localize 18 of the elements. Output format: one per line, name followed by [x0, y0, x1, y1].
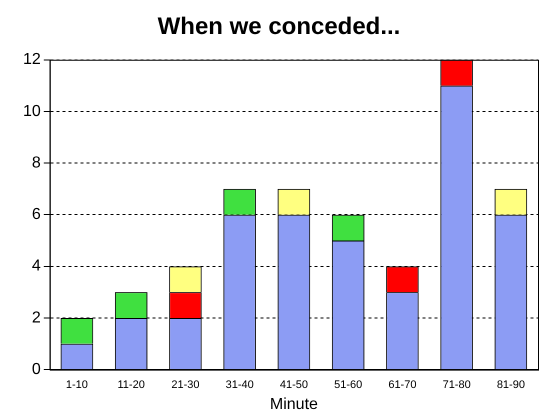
y-tick-label: 12: [23, 51, 41, 68]
x-tick-label: 41-50: [280, 379, 308, 392]
chart-title: When we conceded...: [158, 13, 400, 40]
x-tick-label: 1-10: [66, 379, 88, 392]
y-tick-label: 4: [32, 258, 41, 275]
x-tick-label: 61-70: [388, 379, 416, 392]
x-tick-label: 71-80: [442, 379, 471, 392]
x-tick-label: 21-30: [171, 379, 200, 392]
x-tick-label: 51-60: [334, 379, 362, 392]
y-tick-label: 10: [23, 102, 41, 120]
x-axis-title: Minute: [270, 396, 318, 413]
y-tick-label: 0: [32, 361, 41, 378]
x-tick-label: 81-90: [496, 379, 525, 392]
x-tick-label: 11-20: [118, 379, 145, 392]
y-tick-label: 8: [32, 154, 41, 172]
y-tick-label: 2: [32, 309, 41, 326]
y-tick-label: 6: [32, 206, 41, 224]
x-tick-label: 31-40: [226, 379, 254, 392]
